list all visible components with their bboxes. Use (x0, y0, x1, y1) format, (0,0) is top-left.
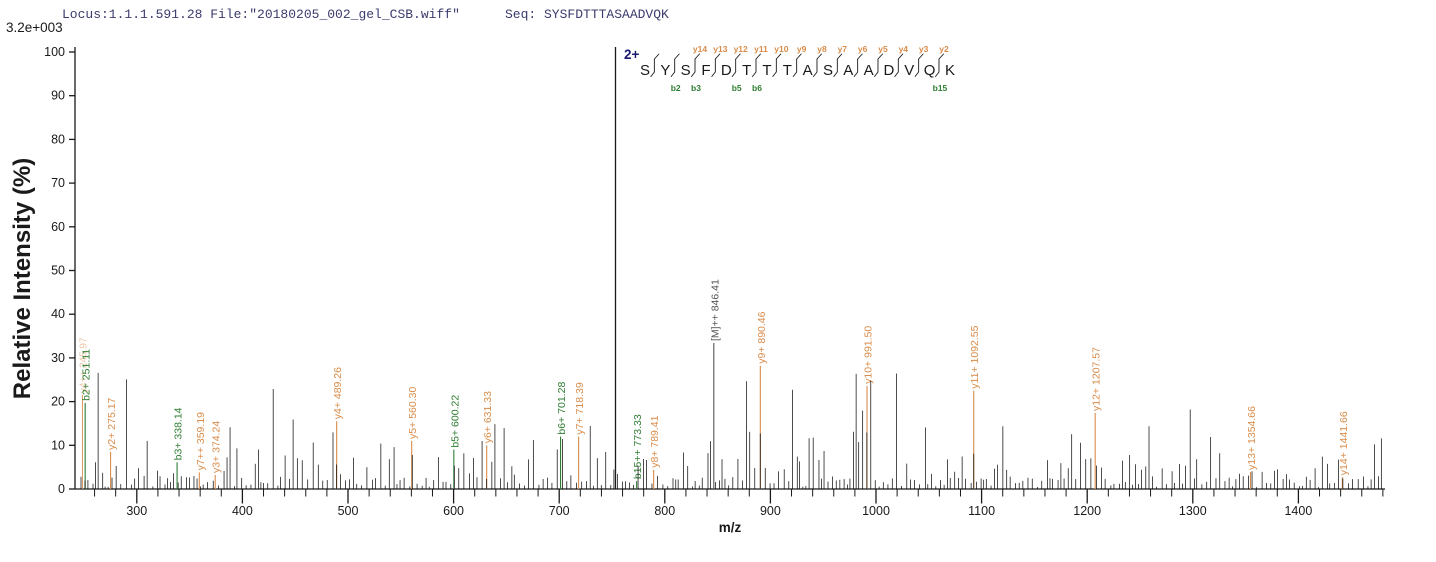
svg-text:S: S (640, 62, 650, 79)
svg-text:y13+ 1354.66: y13+ 1354.66 (1246, 406, 1258, 470)
svg-text:y7+ 718.39: y7+ 718.39 (574, 382, 586, 434)
svg-text:y4: y4 (899, 44, 909, 54)
svg-text:b15: b15 (933, 83, 948, 93)
svg-text:y11: y11 (754, 44, 768, 54)
svg-text:Relative Intensity (%): Relative Intensity (%) (9, 158, 36, 399)
svg-text:70: 70 (51, 176, 65, 190)
svg-text:10: 10 (51, 438, 65, 452)
svg-text:T: T (783, 62, 792, 79)
svg-text:A: A (864, 62, 874, 79)
svg-text:500: 500 (338, 504, 359, 518)
svg-text:b6+ 701.28: b6+ 701.28 (556, 382, 568, 435)
svg-text:y11+ 1092.55: y11+ 1092.55 (969, 325, 981, 388)
svg-text:y10+ 991.50: y10+ 991.50 (863, 326, 875, 384)
svg-text:100: 100 (44, 45, 65, 59)
svg-text:20: 20 (51, 395, 65, 409)
svg-text:1300: 1300 (1179, 504, 1207, 518)
svg-text:y3: y3 (919, 44, 929, 54)
svg-text:y5+ 560.30: y5+ 560.30 (407, 387, 419, 439)
svg-text:D: D (721, 62, 732, 79)
svg-text:A: A (843, 62, 853, 79)
svg-text:y5: y5 (878, 44, 888, 54)
svg-text:y3+ 374.24: y3+ 374.24 (211, 421, 223, 473)
svg-text:y14+ 1441.66: y14+ 1441.66 (1338, 411, 1350, 475)
svg-text:30: 30 (51, 351, 65, 365)
svg-text:y7: y7 (838, 44, 848, 54)
svg-text:Q: Q (924, 62, 936, 79)
svg-text:y2+ 275.17: y2+ 275.17 (106, 397, 118, 449)
svg-text:[M]++ 846.41: [M]++ 846.41 (709, 279, 721, 341)
svg-text:S: S (681, 62, 691, 79)
svg-text:600: 600 (443, 504, 464, 518)
svg-text:y7++ 359.19: y7++ 359.19 (195, 412, 207, 471)
svg-text:y9+ 890.46: y9+ 890.46 (756, 311, 768, 363)
svg-text:F: F (701, 62, 710, 79)
svg-text:b6: b6 (752, 83, 762, 93)
svg-text:m/z: m/z (719, 520, 742, 535)
svg-text:1100: 1100 (968, 504, 995, 518)
svg-text:y4+ 489.26: y4+ 489.26 (332, 367, 344, 419)
svg-text:1400: 1400 (1284, 504, 1312, 518)
svg-text:0: 0 (58, 482, 65, 496)
svg-text:Y: Y (660, 62, 670, 79)
svg-text:1200: 1200 (1073, 504, 1101, 518)
svg-text:60: 60 (51, 220, 65, 234)
svg-text:90: 90 (51, 89, 65, 103)
svg-text:y8: y8 (817, 44, 827, 54)
svg-text:V: V (904, 62, 914, 79)
svg-text:b3+ 338.14: b3+ 338.14 (173, 407, 185, 460)
svg-text:y14: y14 (693, 44, 707, 54)
svg-text:2+: 2+ (624, 47, 640, 62)
svg-text:y8+ 789.41: y8+ 789.41 (649, 415, 661, 467)
svg-text:b5+ 600.22: b5+ 600.22 (449, 395, 461, 448)
svg-text:b2: b2 (671, 83, 681, 93)
svg-text:1000: 1000 (862, 504, 890, 518)
svg-text:300: 300 (126, 504, 147, 518)
svg-text:900: 900 (760, 504, 781, 518)
svg-text:K: K (945, 62, 955, 79)
svg-text:T: T (742, 62, 751, 79)
svg-text:D: D (884, 62, 895, 79)
svg-text:800: 800 (654, 504, 675, 518)
svg-text:y6: y6 (858, 44, 868, 54)
svg-text:y9: y9 (797, 44, 807, 54)
svg-text:T: T (762, 62, 771, 79)
svg-text:b3: b3 (691, 83, 701, 93)
svg-text:S: S (823, 62, 833, 79)
svg-text:y12+ 1207.57: y12+ 1207.57 (1091, 347, 1103, 411)
svg-text:b2+ 251.11: b2+ 251.11 (81, 349, 93, 401)
svg-text:80: 80 (51, 132, 65, 146)
svg-text:3.2e+003: 3.2e+003 (6, 20, 63, 35)
svg-text:y13: y13 (713, 44, 727, 54)
svg-text:y2: y2 (939, 44, 949, 54)
svg-text:700: 700 (549, 504, 570, 518)
svg-text:40: 40 (51, 307, 65, 321)
svg-text:A: A (803, 62, 813, 79)
svg-text:y10: y10 (774, 44, 788, 54)
svg-text:y12: y12 (734, 44, 748, 54)
svg-text:b5: b5 (732, 83, 742, 93)
svg-text:y6+ 631.33: y6+ 631.33 (482, 391, 494, 443)
svg-text:50: 50 (51, 264, 65, 278)
svg-text:400: 400 (232, 504, 253, 518)
